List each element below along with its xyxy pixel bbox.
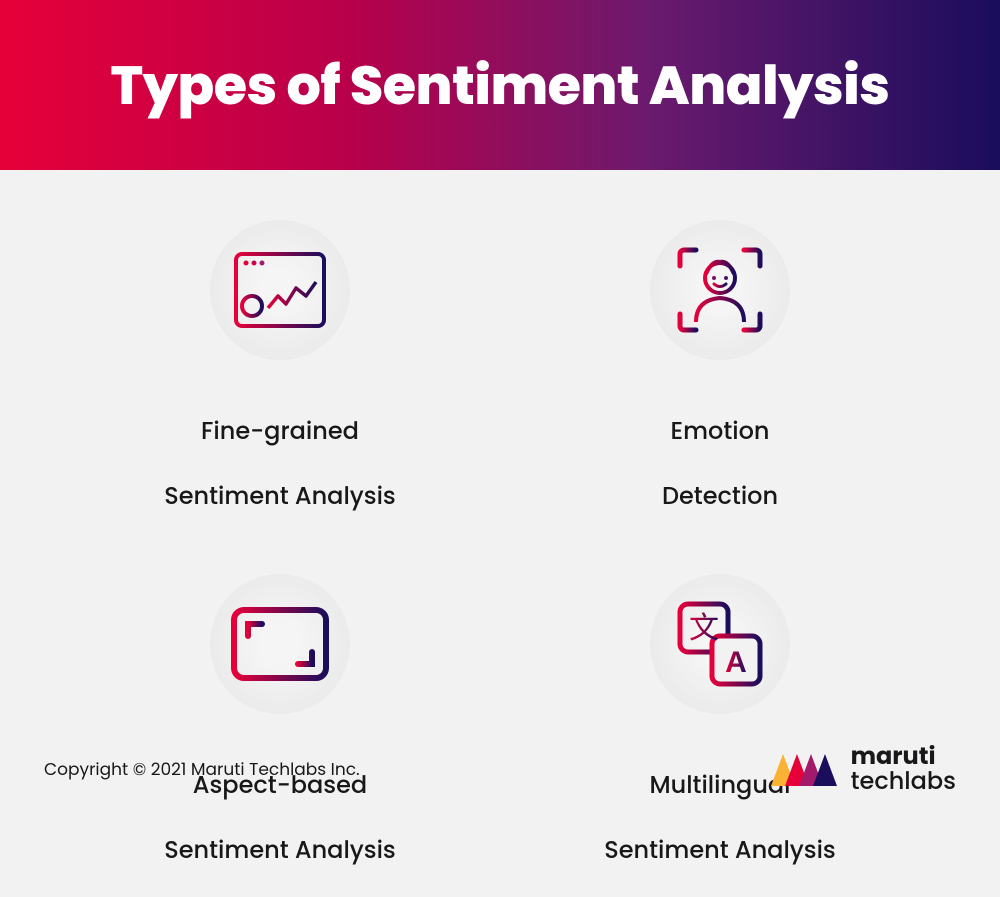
card-label: Emotion Detection (662, 384, 778, 514)
icon-circle (210, 220, 350, 360)
label-line2: Sentiment Analysis (164, 480, 395, 513)
frame-corners-icon (228, 604, 332, 684)
label-line1: Fine-grained (201, 415, 359, 448)
company-logo: maruti techlabs (771, 744, 956, 794)
label-line2: Sentiment Analysis (164, 834, 395, 867)
label-line2: Detection (662, 480, 778, 513)
copyright-text: Copyright © 2021 Maruti Techlabs Inc. (44, 756, 360, 782)
face-scan-icon (672, 242, 768, 338)
icon-circle: 文 A (650, 574, 790, 714)
icon-circle (650, 220, 790, 360)
svg-text:文: 文 (689, 612, 719, 645)
page-title: Types of Sentiment Analysis (111, 45, 890, 126)
label-line1: Emotion (671, 415, 770, 448)
label-line2: Sentiment Analysis (604, 834, 835, 867)
translate-icon: 文 A (670, 594, 770, 694)
svg-text:A: A (725, 646, 747, 679)
card-fine-grained: Fine-grained Sentiment Analysis (80, 220, 480, 514)
card-emotion-detection: Emotion Detection (520, 220, 920, 514)
footer: Copyright © 2021 Maruti Techlabs Inc. ma… (0, 719, 1000, 829)
card-label: Fine-grained Sentiment Analysis (164, 384, 395, 514)
logo-line2: techlabs (851, 769, 956, 794)
icon-circle (210, 574, 350, 714)
header-banner: Types of Sentiment Analysis (0, 0, 1000, 170)
logo-mark-icon (771, 746, 841, 792)
logo-text: maruti techlabs (851, 744, 956, 794)
dashboard-chart-icon (232, 250, 328, 330)
